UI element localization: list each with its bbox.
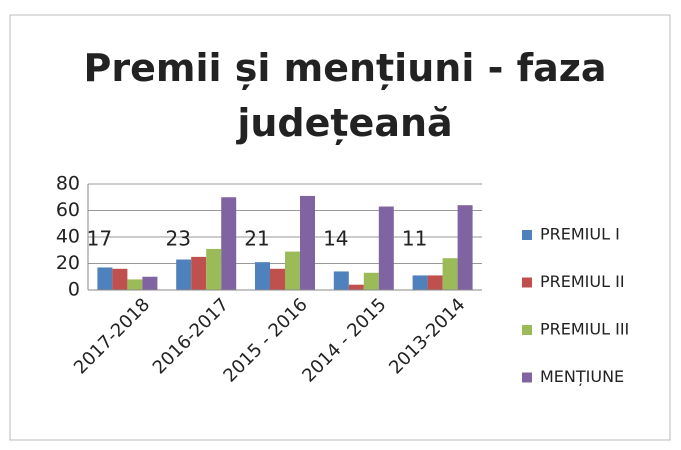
data-label: 14: [323, 227, 348, 251]
y-tick-label: 20: [56, 252, 80, 274]
y-tick-label: 40: [56, 226, 80, 248]
y-tick-label: 0: [68, 279, 80, 301]
bar: [127, 279, 143, 290]
data-label: 17: [87, 227, 112, 251]
bar: [206, 248, 222, 290]
y-tick-label: 80: [56, 173, 80, 195]
title-line: județeană: [235, 101, 452, 145]
bar: [300, 195, 315, 290]
chart-title: Premii și mențiuni - faza județeană: [83, 46, 606, 145]
bar: [442, 258, 458, 290]
data-label: 21: [244, 227, 269, 251]
bar: [457, 205, 473, 290]
bar: [348, 284, 364, 290]
bar: [191, 256, 207, 290]
bar: [378, 206, 394, 290]
bar: [285, 251, 300, 290]
legend-label: PREMIUL II: [540, 272, 625, 291]
bar: [255, 262, 270, 290]
bar: [97, 267, 113, 290]
legend-swatch: [522, 372, 532, 383]
bar: [333, 271, 349, 290]
legend-swatch: [522, 277, 532, 288]
legend-swatch: [522, 325, 532, 335]
bar: [363, 272, 379, 290]
title-line: Premii și mențiuni - faza: [83, 46, 606, 90]
chart-border: [9, 14, 671, 441]
bar: [427, 275, 443, 290]
legend-label: PREMIUL III: [540, 320, 629, 339]
legend-label: PREMIUL I: [540, 225, 620, 244]
legend-label: MENȚIUNE: [540, 367, 624, 386]
data-label: 23: [165, 227, 190, 251]
bar: [176, 259, 192, 290]
legend-swatch: [522, 230, 532, 240]
bar: [270, 268, 285, 290]
bar: [112, 268, 128, 290]
y-tick-label: 60: [56, 199, 80, 221]
bar: [142, 276, 158, 290]
data-label: 11: [402, 227, 427, 251]
bar: [412, 275, 428, 290]
bar: [221, 197, 237, 290]
